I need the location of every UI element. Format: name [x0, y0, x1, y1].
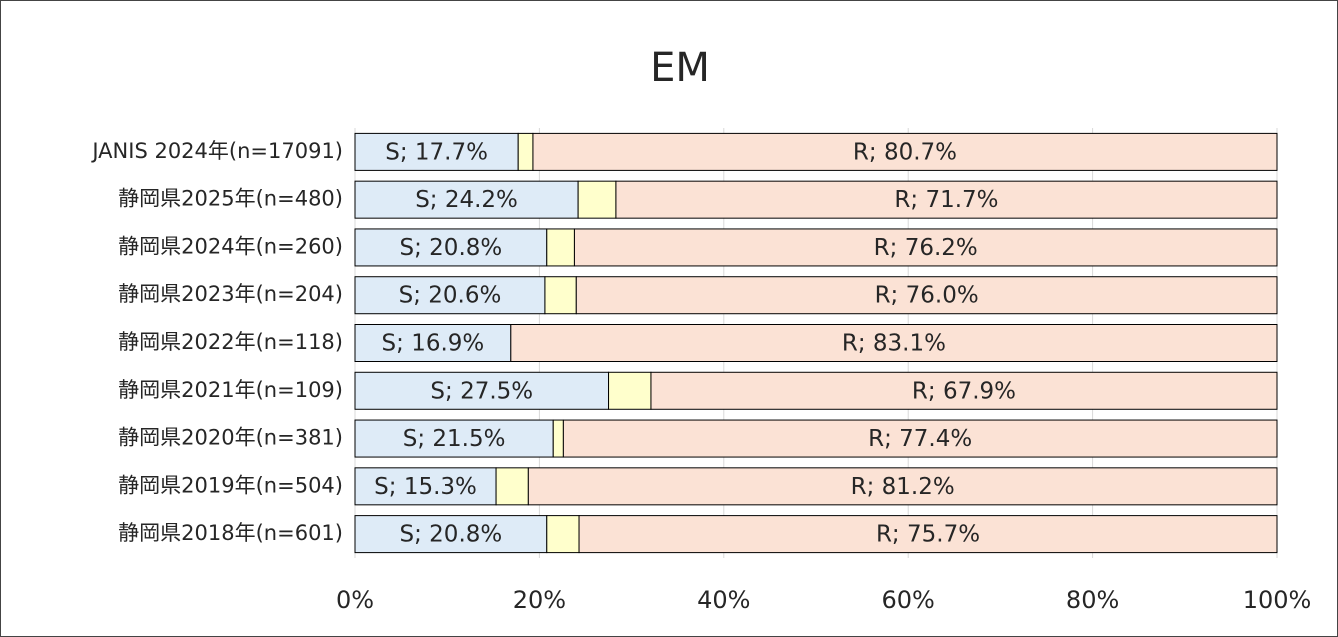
data-label: R; 81.2% [851, 474, 955, 500]
bar-segment [354, 228, 548, 267]
bar-segment [354, 419, 554, 458]
x-tick-label: 40% [697, 586, 750, 614]
bar-segment [562, 419, 1278, 458]
bar-segment [608, 371, 652, 410]
bar-segment [615, 180, 1278, 219]
y-tick-label: 静岡県2024年(n=260) [118, 234, 343, 258]
data-label: R; 76.2% [874, 235, 978, 261]
y-tick-label: 静岡県2025年(n=480) [118, 187, 343, 211]
data-label: S; 20.8% [400, 235, 503, 261]
x-tick-label: 80% [1066, 586, 1119, 614]
data-label: R; 80.7% [853, 139, 957, 165]
bar-segment [575, 276, 1278, 315]
bar-segment [532, 132, 1278, 171]
data-label: S; 27.5% [430, 378, 533, 404]
data-label: R; 83.1% [842, 331, 946, 357]
bar-segment [510, 324, 1278, 362]
bar-segment [546, 515, 580, 554]
data-label: S; 17.7% [385, 139, 488, 165]
y-tick-label: JANIS 2024年(n=17091) [90, 139, 343, 163]
bar-segment [495, 467, 529, 506]
bar-segment [354, 371, 610, 410]
x-tick-label: 60% [882, 586, 935, 614]
bar-segment [527, 467, 1278, 506]
data-label: S; 20.8% [400, 522, 503, 548]
bar-segment [354, 324, 512, 362]
bar-segment [577, 180, 617, 219]
y-tick-label: 静岡県2020年(n=381) [118, 426, 343, 450]
y-tick-label: 静岡県2019年(n=504) [118, 473, 343, 497]
bar-segment [354, 276, 546, 315]
chart-title: EM [650, 45, 710, 91]
x-tick-label: 0% [336, 586, 374, 614]
bar-segment [354, 180, 579, 219]
bar-segment [578, 515, 1278, 554]
y-tick-label: 静岡県2021年(n=109) [118, 378, 343, 402]
data-label: S; 20.6% [399, 283, 502, 309]
data-label: R; 77.4% [868, 426, 972, 452]
bar-segment [354, 515, 548, 554]
data-label: R; 75.7% [876, 522, 980, 548]
bar-segment [517, 132, 534, 171]
bar-segment [544, 276, 577, 315]
data-label: S; 21.5% [403, 426, 506, 452]
x-tick-label: 100% [1243, 586, 1312, 614]
data-label: S; 24.2% [415, 187, 518, 213]
y-tick-label: 静岡県2023年(n=204) [118, 282, 343, 306]
data-label: R; 76.0% [875, 283, 979, 309]
x-tick-label: 20% [513, 586, 566, 614]
bar-segment [573, 228, 1278, 267]
bar-segment [552, 419, 564, 458]
bar-segment [546, 228, 575, 267]
bar-segment [650, 371, 1278, 410]
data-label: R; 67.9% [912, 378, 1016, 404]
data-label: R; 71.7% [894, 187, 998, 213]
y-tick-label: 静岡県2018年(n=601) [118, 521, 343, 545]
y-tick-label: 静岡県2022年(n=118) [118, 330, 343, 354]
data-label: S; 15.3% [374, 474, 477, 500]
data-label: S; 16.9% [382, 331, 485, 357]
